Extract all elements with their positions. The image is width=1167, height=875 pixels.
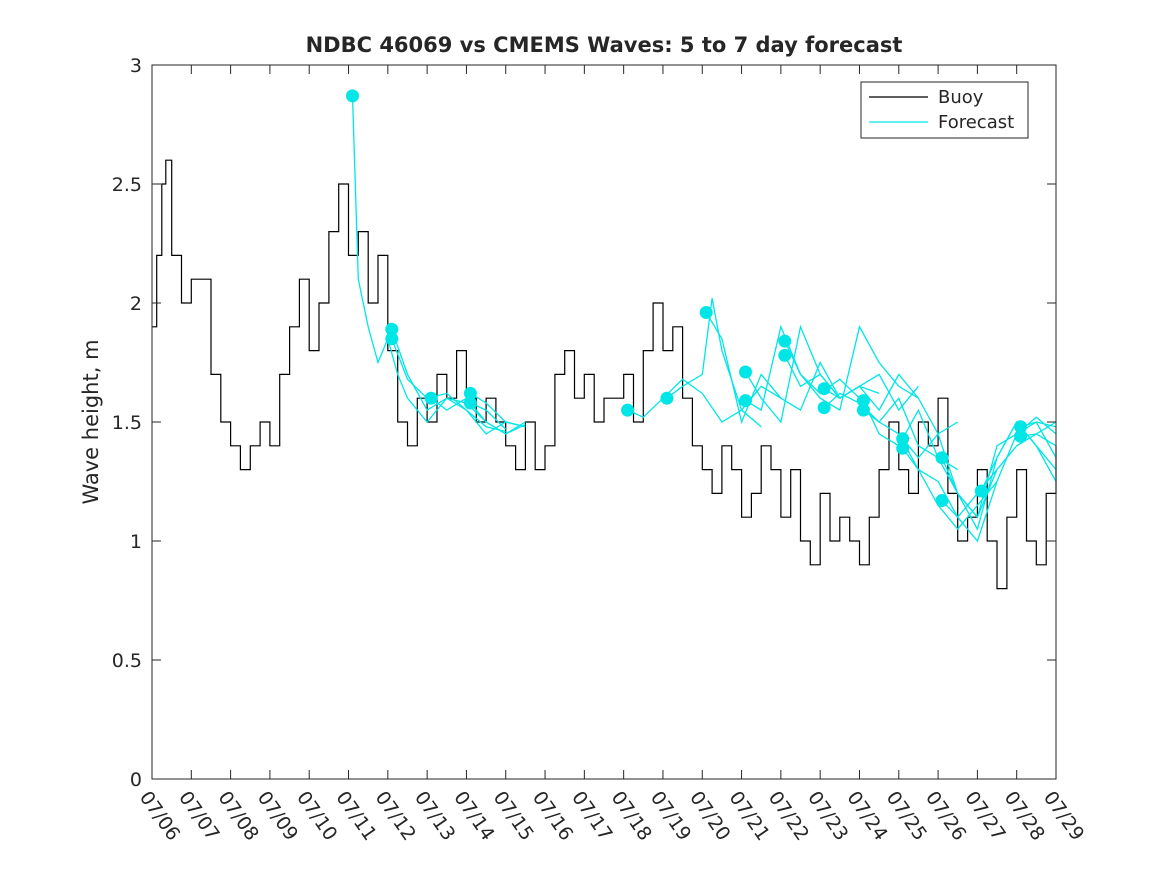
- forecast-start-marker: [974, 484, 988, 498]
- forecast-start-marker: [896, 432, 910, 446]
- x-tick-label: 07/13: [410, 787, 459, 844]
- x-tick-label: 07/28: [1000, 787, 1049, 844]
- forecast-start-marker: [621, 403, 635, 417]
- forecast-start-marker: [385, 332, 399, 346]
- y-axis-label: Wave height, m: [79, 339, 103, 504]
- forecast-start-marker: [817, 382, 831, 396]
- x-tick-label: 07/11: [331, 787, 380, 844]
- forecast-run-line: [705, 312, 841, 425]
- chart-title: NDBC 46069 vs CMEMS Waves: 5 to 7 day fo…: [306, 33, 903, 57]
- x-tick-label: 07/14: [449, 787, 498, 844]
- legend: Buoy Forecast: [860, 81, 1029, 139]
- series-layer: [152, 89, 1057, 590]
- x-tick-label: 07/27: [960, 787, 1009, 844]
- legend-box: [860, 81, 1029, 139]
- x-tick-label: 07/15: [489, 787, 538, 844]
- x-tick-label: 07/06: [135, 787, 184, 844]
- forecast-run-line: [430, 397, 526, 435]
- y-tick-label: 0.5: [112, 650, 142, 672]
- x-tick-label: 07/18: [607, 787, 656, 844]
- x-tick-label: 07/22: [764, 787, 813, 844]
- forecast-run-line: [941, 416, 1057, 519]
- y-tick-label: 2: [130, 293, 142, 315]
- forecast-start-marker: [424, 391, 438, 405]
- y-tick-label: 3: [130, 55, 142, 77]
- forecast-start-marker: [385, 322, 399, 336]
- forecast-run-line: [823, 392, 959, 471]
- x-tick-label: 07/24: [842, 787, 891, 844]
- forecast-run-line: [784, 325, 919, 412]
- forecast-run-line: [863, 409, 998, 531]
- x-tick-label: 07/21: [725, 787, 774, 844]
- forecast-run-line: [470, 392, 526, 428]
- x-tick-label: 07/25: [882, 787, 931, 844]
- forecast-run-line: [627, 378, 762, 428]
- forecast-start-marker: [699, 306, 713, 319]
- forecast-run-line: [351, 95, 526, 435]
- x-tick-label: 07/16: [528, 787, 577, 844]
- forecast-run-line: [823, 373, 959, 435]
- forecast-start-marker: [856, 403, 870, 417]
- forecast-start-marker: [856, 394, 870, 408]
- x-tick-label: 07/12: [371, 787, 420, 844]
- x-tick-label: 07/09: [253, 787, 302, 844]
- forecast-run-line: [391, 338, 506, 433]
- forecast-start-marker: [935, 494, 949, 507]
- y-tick-label: 0: [130, 769, 142, 791]
- forecast-start-marker: [778, 348, 792, 362]
- forecast-start-marker: [935, 451, 949, 465]
- y-tick-label: 1.5: [112, 412, 142, 434]
- forecast-start-marker: [660, 391, 674, 405]
- x-tick-label: 07/19: [646, 787, 695, 844]
- legend-buoy-label: Buoy: [938, 87, 984, 108]
- forecast-run-line: [902, 421, 1057, 543]
- forecast-start-marker: [778, 334, 792, 348]
- x-tick-label: 07/23: [803, 787, 852, 844]
- buoy-series-line: [152, 159, 1057, 590]
- forecast-start-marker: [1014, 420, 1028, 434]
- legend-forecast-label: Forecast: [938, 112, 1014, 133]
- forecast-run-line: [666, 298, 782, 412]
- x-tick-label: 07/17: [567, 787, 616, 844]
- forecast-start-marker: [817, 401, 831, 415]
- x-tick-label: 07/08: [214, 787, 263, 844]
- forecast-start-marker: [739, 365, 752, 379]
- x-tick-label: 07/07: [174, 787, 223, 844]
- forecast-start-marker: [739, 394, 752, 408]
- x-tick-label: 07/26: [921, 787, 970, 844]
- forecast-start-marker: [896, 441, 910, 455]
- forecast-start-marker: [463, 396, 477, 410]
- y-tick-label: 2.5: [112, 174, 142, 196]
- forecast-start-marker: [1014, 429, 1028, 443]
- y-tick-label: 1: [130, 531, 142, 553]
- x-tick-label: 07/10: [292, 787, 341, 844]
- forecast-start-marker: [463, 386, 477, 400]
- forecast-start-marker: [346, 89, 359, 103]
- x-tick-label: 07/29: [1039, 787, 1088, 844]
- x-tick-label: 07/20: [685, 787, 734, 844]
